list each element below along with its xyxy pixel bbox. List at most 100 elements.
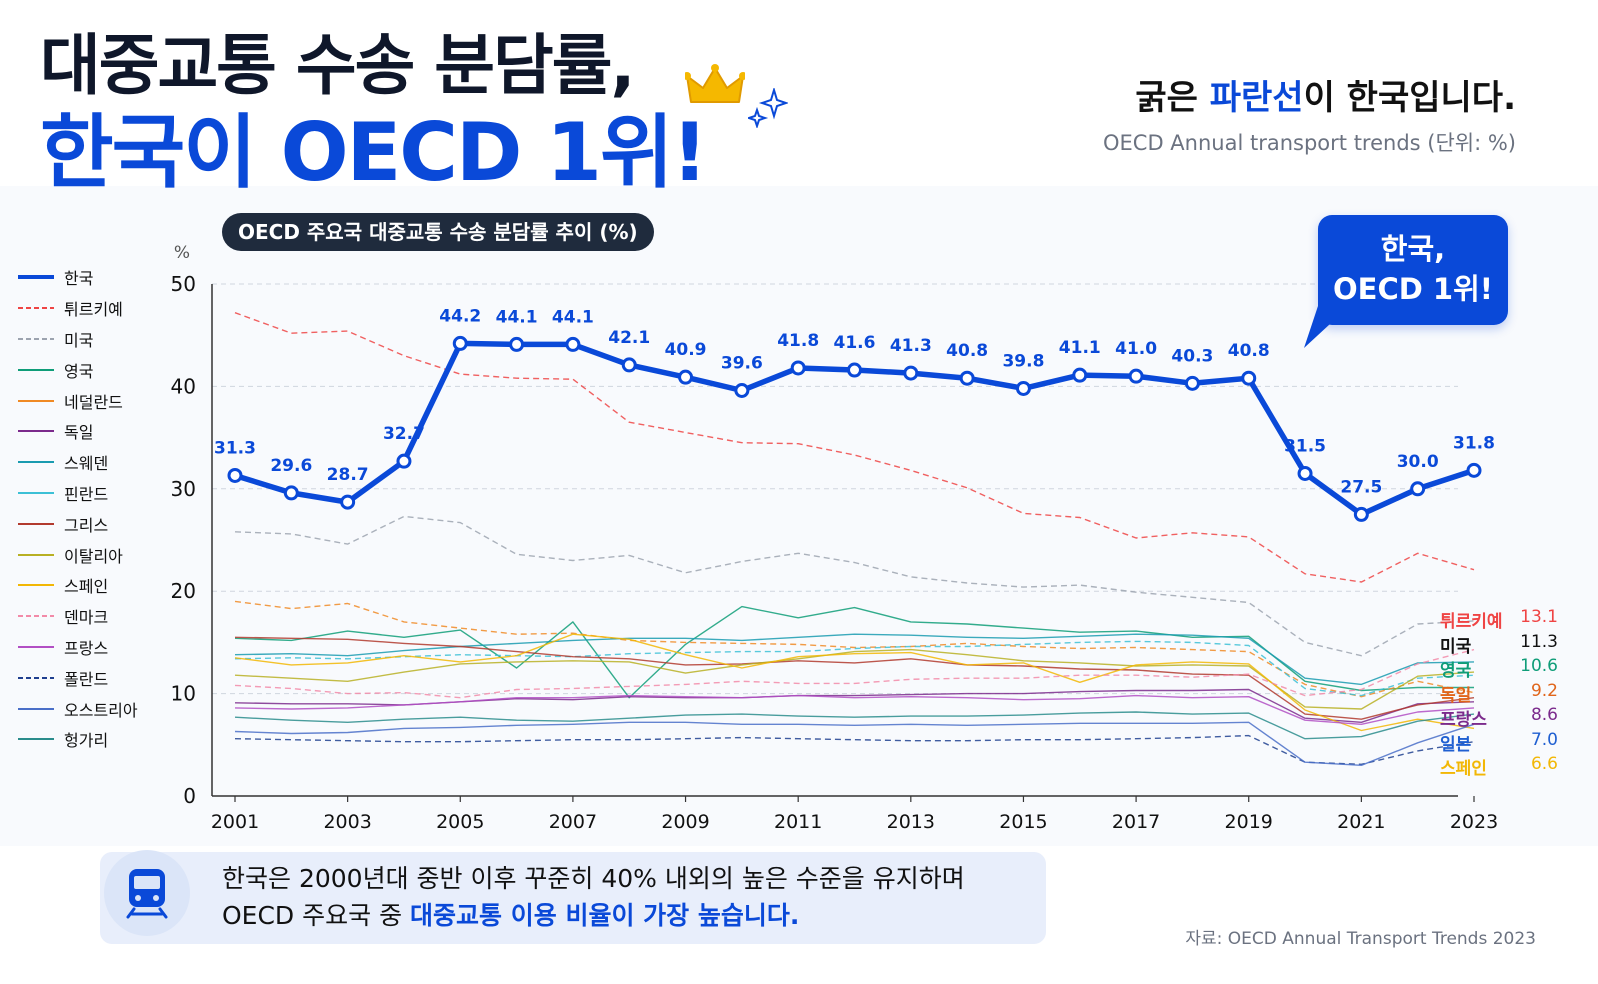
data-label-korea: 41.8 xyxy=(777,331,819,351)
data-point-korea xyxy=(734,382,750,398)
legend-item: 그리스 xyxy=(18,508,138,539)
page-title-line1: 대중교통 수송 분담률, xyxy=(40,27,636,104)
x-tick-label: 2015 xyxy=(999,811,1047,833)
legend-item: 독일 xyxy=(18,416,138,447)
legend-swatch xyxy=(18,337,54,340)
sparkle-icon xyxy=(748,88,788,128)
legend-label: 튀르키예 xyxy=(64,300,123,320)
series-line-덴마크 xyxy=(234,648,1475,699)
legend-swatch xyxy=(18,368,54,371)
end-label-value: 6.6 xyxy=(1530,754,1558,774)
source-note: OECD Annual transport trends (단위: %) xyxy=(1103,131,1516,155)
end-label: 스페인 6.6 xyxy=(1440,754,1558,779)
subtitle: 굵은 파란선이 한국입니다. xyxy=(1135,70,1516,119)
y-axis-label: % xyxy=(174,243,190,263)
x-tick-label: 2021 xyxy=(1337,811,1385,833)
x-tick-label: 2017 xyxy=(1112,811,1160,833)
end-label-value: 7.0 xyxy=(1530,729,1558,750)
series-line-폴란드 xyxy=(234,734,1475,765)
legend-item: 프랑스 xyxy=(18,632,138,663)
data-label-korea: 31.3 xyxy=(214,438,256,458)
summary-text: 한국은 2000년대 중반 이후 꾸준히 40% 내외의 높은 수준을 유지하며… xyxy=(222,860,965,934)
series-line-스웨덴 xyxy=(234,633,1475,686)
data-label-korea: 40.8 xyxy=(946,341,988,361)
legend-label: 오스트리아 xyxy=(64,700,138,720)
data-point-korea xyxy=(903,365,919,381)
legend-swatch xyxy=(18,676,54,679)
legend-swatch xyxy=(18,522,54,525)
end-label: 프랑스 8.6 xyxy=(1440,705,1558,730)
x-tick-label: 2007 xyxy=(549,811,597,833)
series-line-네덜란드 xyxy=(234,600,1475,698)
summary-line1: 한국은 2000년대 중반 이후 꾸준히 40% 내외의 높은 수준을 유지하며 xyxy=(222,864,965,893)
summary-line2-highlight: 대중교통 이용 비율이 가장 높습니다. xyxy=(410,901,800,930)
x-tick-label: 2005 xyxy=(436,811,484,833)
legend-label: 이탈리아 xyxy=(64,546,123,566)
end-label-name: 일본 xyxy=(1440,734,1472,755)
legend-swatch xyxy=(18,553,54,556)
legend-swatch xyxy=(18,584,54,587)
end-label-name: 튀르키예 xyxy=(1440,612,1503,632)
end-label-value: 8.6 xyxy=(1530,705,1558,725)
chart-title-pill: OECD 주요국 대중교통 수송 분담률 추이 (%) xyxy=(222,213,654,251)
legend-label: 그리스 xyxy=(64,515,109,535)
y-tick-label: 0 xyxy=(183,784,196,808)
crown-icon xyxy=(685,64,745,103)
data-label-korea: 44.2 xyxy=(439,306,481,326)
series-line-그리스 xyxy=(234,636,1475,720)
legend-label: 한국 xyxy=(64,269,94,289)
legend-swatch xyxy=(18,461,54,464)
data-point-korea xyxy=(1410,481,1426,497)
y-tick-label: 40 xyxy=(171,374,196,398)
x-tick-label: 2019 xyxy=(1225,811,1273,833)
data-label-korea: 44.1 xyxy=(496,307,538,327)
legend-item: 네덜란드 xyxy=(18,385,138,416)
callout-line2: OECD 1위! xyxy=(1333,272,1493,306)
data-label-korea: 31.8 xyxy=(1453,433,1495,453)
series-line-미국 xyxy=(234,515,1475,657)
end-label: 독일 9.2 xyxy=(1440,681,1558,706)
data-label-korea: 29.6 xyxy=(270,456,312,476)
legend-item: 오스트리아 xyxy=(18,693,138,724)
data-label-korea: 40.9 xyxy=(665,340,707,360)
end-label: 일본 7.0 xyxy=(1440,730,1558,755)
legend-swatch xyxy=(18,399,54,402)
data-point-korea xyxy=(283,485,299,501)
data-point-korea xyxy=(790,360,806,376)
legend-label: 폴란드 xyxy=(64,669,109,689)
end-label: 튀르키예 13.1 xyxy=(1440,607,1558,632)
data-label-korea: 28.7 xyxy=(327,465,369,485)
chart-legend: 한국 튀르키예 미국 영국 네덜란드 독일 스웨덴 핀란드 그리스 이탈리아 스페인 덴마크 프랑스 폴란… xyxy=(18,262,138,755)
legend-item: 미국 xyxy=(18,324,138,355)
data-label-korea: 39.6 xyxy=(721,353,763,373)
x-tick-label: 2003 xyxy=(323,811,371,833)
legend-swatch xyxy=(18,738,54,741)
subtitle-suffix: 이 한국입니다. xyxy=(1303,78,1516,118)
summary-line2: OECD 주요국 중 대중교통 이용 비율이 가장 높습니다. xyxy=(222,897,965,934)
legend-swatch xyxy=(18,707,54,710)
data-point-korea xyxy=(1072,367,1088,383)
legend-label: 영국 xyxy=(64,361,94,381)
end-label-value: 10.6 xyxy=(1520,656,1558,676)
callout-line1: 한국, xyxy=(1380,232,1446,266)
data-label-korea: 27.5 xyxy=(1340,477,1382,497)
legend-swatch xyxy=(18,645,54,648)
data-label-korea: 40.8 xyxy=(1228,341,1270,361)
legend-label: 스페인 xyxy=(64,577,109,597)
legend-swatch xyxy=(18,275,54,280)
legend-item: 튀르키예 xyxy=(18,293,138,324)
legend-label: 프랑스 xyxy=(64,638,109,658)
series-line-오스트리아 xyxy=(234,721,1475,766)
series-line-헝가리 xyxy=(234,711,1475,740)
y-tick-label: 20 xyxy=(171,579,196,603)
subtitle-prefix: 굵은 xyxy=(1135,78,1210,118)
train-badge xyxy=(104,850,190,936)
legend-item: 폴란드 xyxy=(18,662,138,693)
data-label-korea: 41.3 xyxy=(890,336,932,356)
legend-swatch xyxy=(18,307,54,310)
data-point-korea xyxy=(1353,506,1369,522)
legend-item: 스웨덴 xyxy=(18,447,138,478)
x-tick-label: 2013 xyxy=(887,811,935,833)
legend-swatch xyxy=(18,491,54,494)
